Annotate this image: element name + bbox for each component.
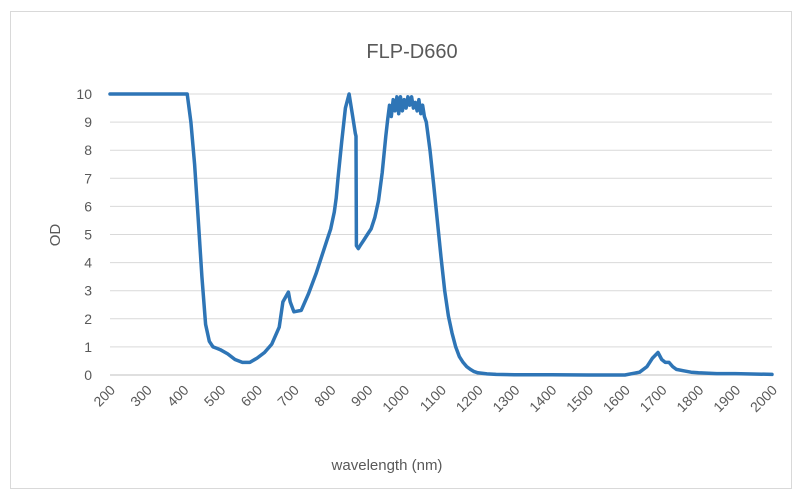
y-axis-label: OD [47, 224, 64, 247]
chart-area [10, 11, 792, 489]
x-tick-label: 500 [201, 382, 229, 410]
x-tick-label: 1600 [600, 382, 633, 415]
y-tick-label: 3 [84, 283, 92, 299]
y-axis-ticks: 0 1 2 3 4 5 6 7 8 9 10 [76, 86, 92, 383]
x-tick-label: 300 [127, 382, 155, 410]
x-tick-label: 1800 [673, 382, 706, 415]
x-tick-label: 800 [311, 382, 339, 410]
x-tick-label: 2000 [747, 382, 780, 415]
x-tick-label: 1200 [453, 382, 486, 415]
x-tick-label: 600 [237, 382, 265, 410]
y-tick-label: 2 [84, 311, 92, 327]
y-tick-label: 5 [84, 227, 92, 243]
x-tick-label: 1900 [710, 382, 743, 415]
series-layer [108, 92, 774, 377]
od-series-line [108, 92, 774, 377]
x-tick-label: 1500 [563, 382, 596, 415]
x-tick-label: 900 [348, 382, 376, 410]
grid-lines [110, 93, 772, 348]
x-tick-label: 400 [164, 382, 192, 410]
y-tick-label: 9 [84, 114, 92, 130]
x-tick-label: 200 [90, 382, 118, 410]
y-tick-label: 8 [84, 142, 92, 158]
y-tick-label: 6 [84, 198, 92, 214]
x-tick-label: 1400 [526, 382, 559, 415]
x-tick-label: 700 [274, 382, 302, 410]
y-tick-label: 1 [84, 339, 92, 355]
y-tick-label: 4 [84, 255, 92, 271]
x-tick-label: 1300 [489, 382, 522, 415]
x-axis-ticks: 200 300 400 500 600 700 800 900 1000 1100 1200 1300… [90, 382, 780, 415]
x-tick-label: 1100 [417, 382, 450, 415]
y-tick-label: 7 [84, 170, 92, 186]
x-tick-label: 1000 [379, 382, 412, 415]
y-tick-label: 10 [76, 86, 92, 102]
x-axis-label: wavelength (nm) [331, 457, 443, 474]
y-tick-label: 0 [84, 367, 92, 383]
x-tick-label: 1700 [636, 382, 669, 415]
chart-title: FLP-D660 [366, 41, 457, 63]
